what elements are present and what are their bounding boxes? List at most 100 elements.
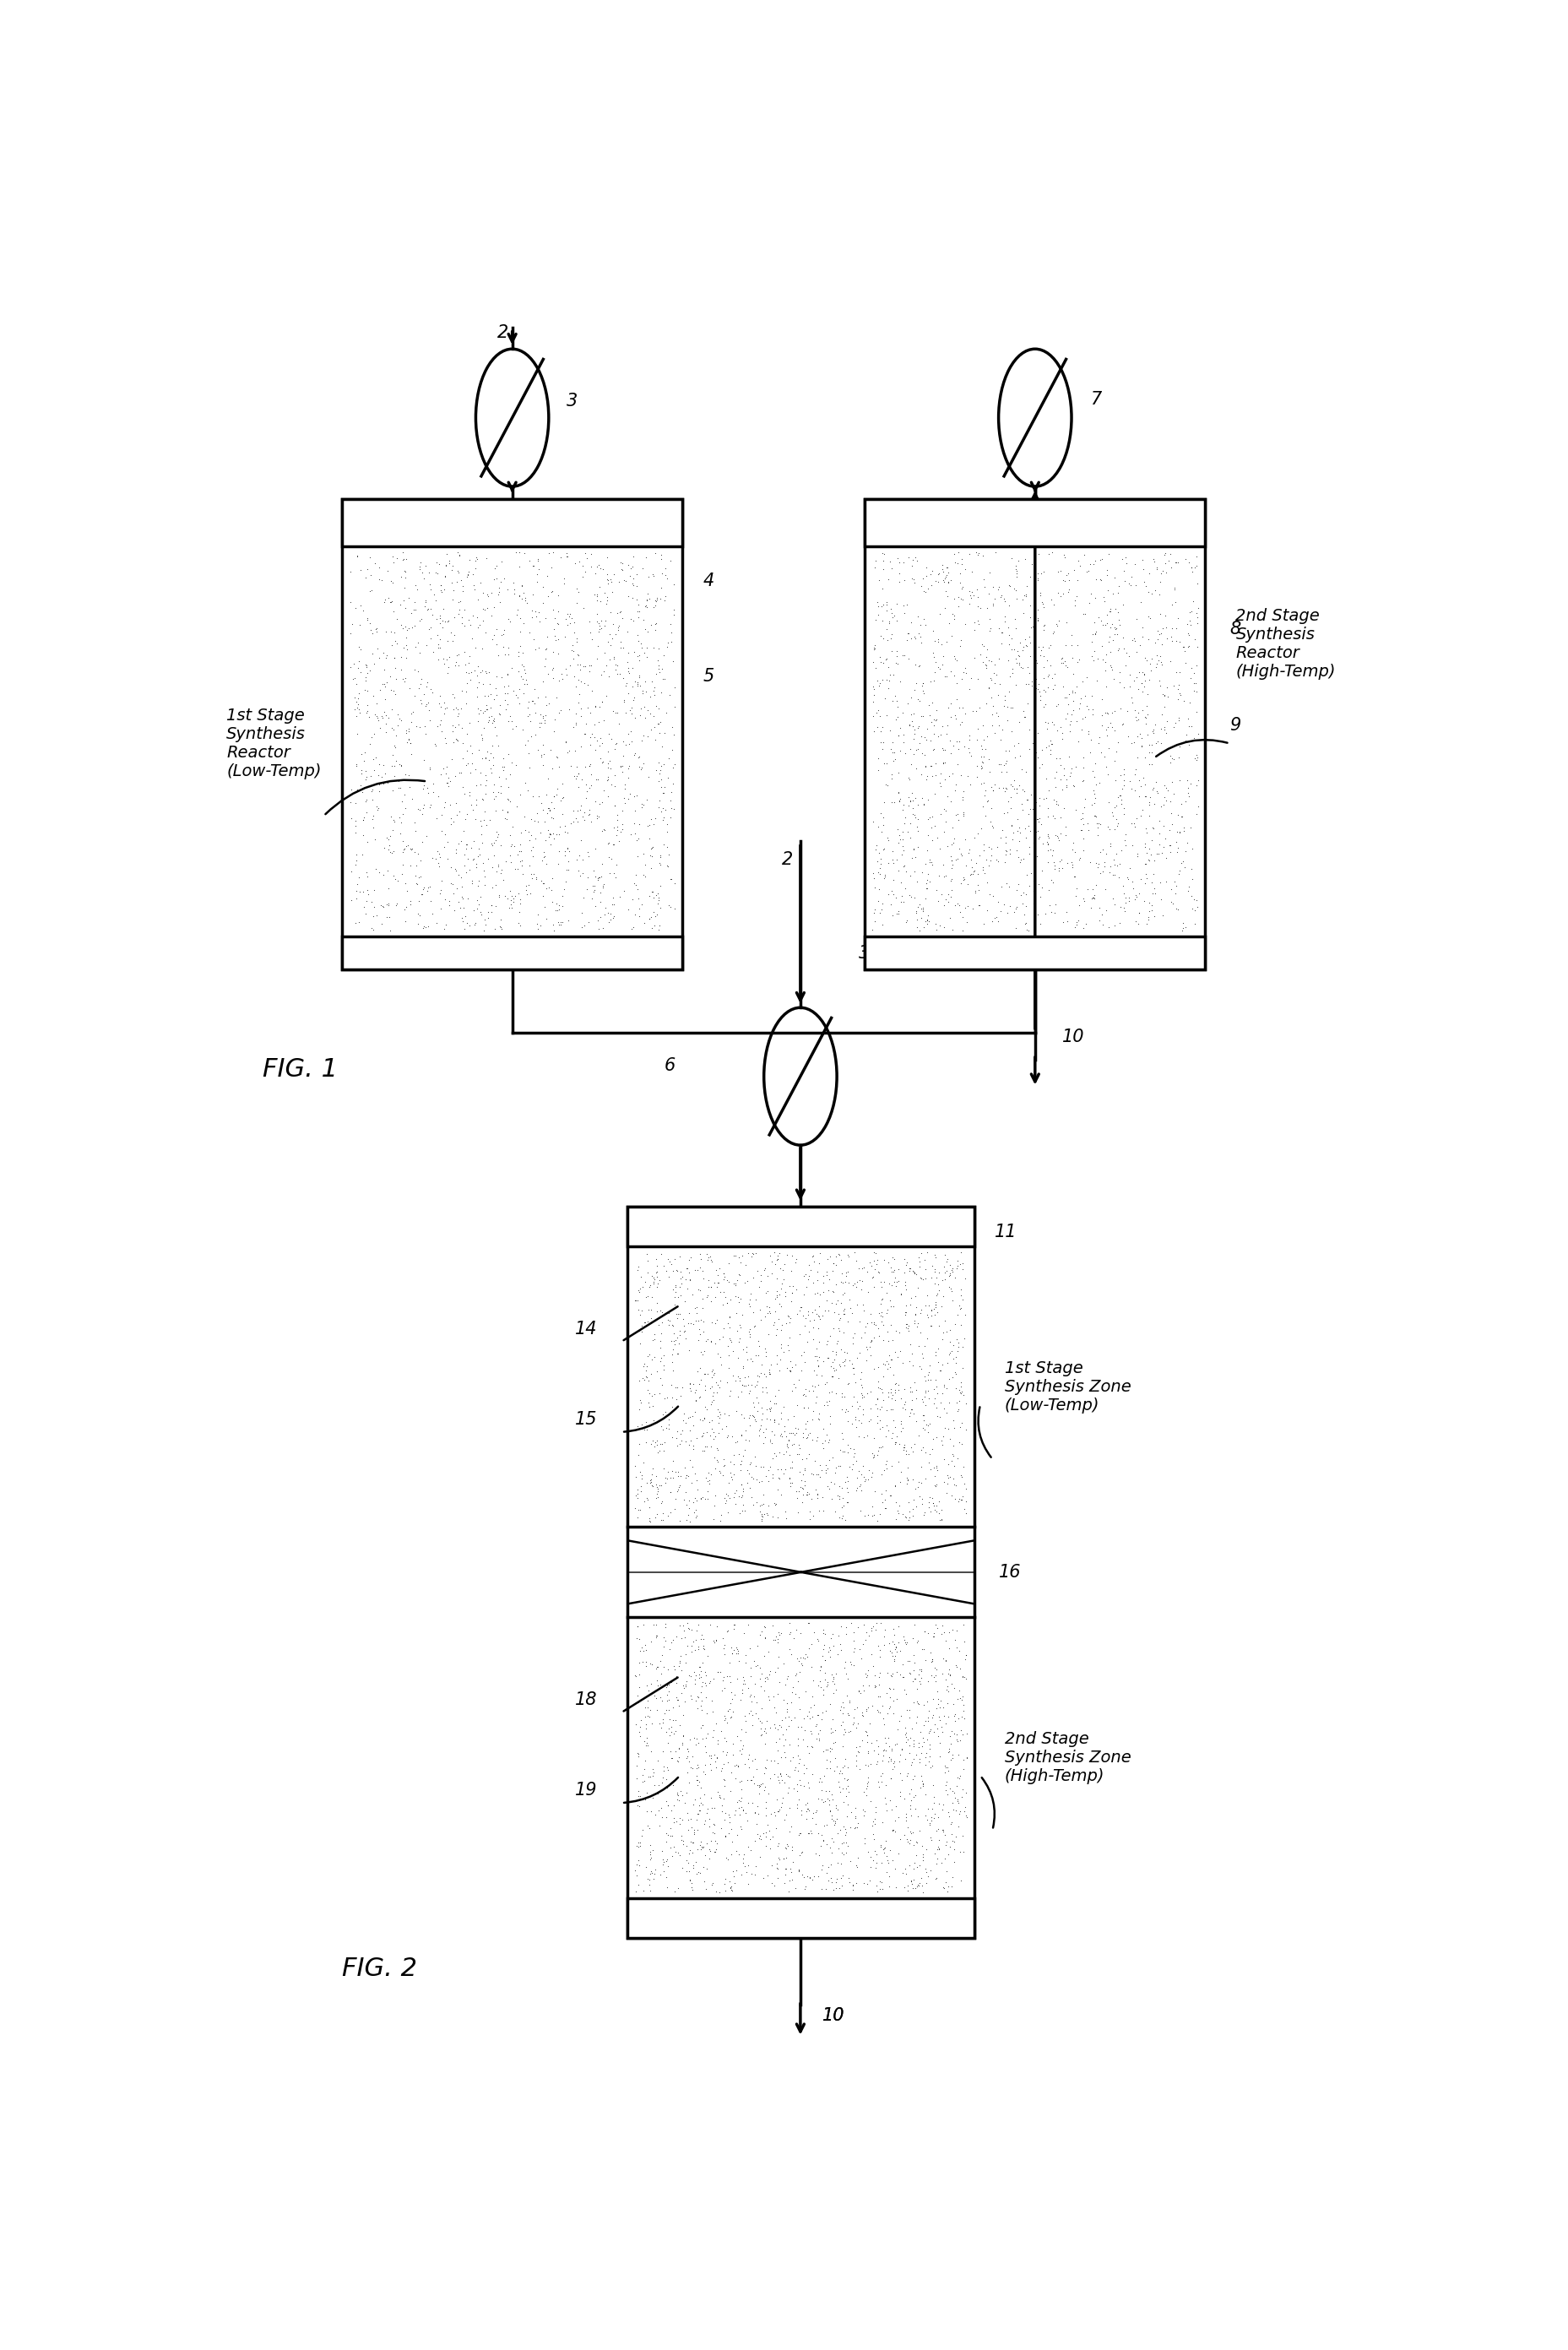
Point: [782, 1748, 808, 1786]
Point: [684, 1499, 709, 1537]
Point: [619, 538, 644, 576]
Point: [684, 1800, 709, 1838]
Point: [635, 808, 660, 846]
Point: [740, 1741, 765, 1779]
Point: [398, 886, 423, 924]
Point: [723, 1629, 748, 1666]
Point: [1135, 745, 1160, 783]
Point: [417, 703, 442, 740]
Point: [612, 778, 637, 815]
Point: [644, 1774, 670, 1812]
Point: [472, 792, 497, 830]
Point: [908, 1650, 933, 1687]
Point: [1110, 761, 1135, 799]
Point: [952, 1321, 977, 1358]
Point: [866, 1253, 891, 1290]
Point: [881, 677, 906, 714]
Point: [657, 888, 682, 926]
Point: [913, 1372, 938, 1410]
Point: [453, 557, 478, 595]
Point: [1163, 813, 1189, 851]
Point: [944, 1647, 969, 1685]
Point: [873, 660, 898, 698]
Point: [718, 1629, 743, 1666]
Point: [495, 768, 521, 806]
Point: [426, 604, 452, 642]
Point: [728, 1720, 753, 1758]
Point: [820, 1332, 845, 1370]
Point: [757, 1382, 782, 1419]
Point: [949, 1457, 974, 1495]
Point: [398, 830, 423, 867]
Point: [842, 1234, 867, 1271]
Point: [775, 1297, 800, 1335]
Point: [1088, 627, 1113, 665]
Point: [633, 1358, 659, 1396]
Point: [1010, 632, 1035, 670]
Point: [651, 1450, 676, 1488]
Point: [408, 548, 433, 585]
Point: [743, 1483, 768, 1520]
Point: [956, 733, 982, 771]
Point: [695, 1638, 720, 1676]
Point: [814, 1452, 839, 1490]
Point: [637, 580, 662, 618]
Point: [1027, 632, 1052, 670]
Point: [348, 588, 373, 625]
Point: [914, 832, 939, 870]
Point: [419, 670, 444, 707]
Point: [859, 1647, 884, 1685]
Point: [1010, 839, 1035, 877]
Point: [663, 1713, 688, 1751]
Point: [646, 743, 671, 780]
Point: [905, 888, 930, 926]
Point: [914, 1297, 939, 1335]
Point: [723, 1264, 748, 1302]
Point: [483, 822, 508, 860]
Point: [666, 1316, 691, 1354]
Point: [759, 1607, 784, 1645]
Point: [869, 1762, 894, 1800]
Point: [933, 1762, 958, 1800]
Point: [927, 651, 952, 689]
Point: [867, 1391, 892, 1429]
Point: [993, 583, 1018, 620]
Point: [750, 1396, 775, 1434]
Point: [947, 705, 972, 743]
Point: [397, 670, 422, 707]
Point: [1167, 728, 1192, 766]
Point: [834, 1335, 859, 1372]
Point: [481, 766, 506, 804]
Point: [467, 766, 492, 804]
Point: [681, 1849, 706, 1887]
Point: [760, 1706, 786, 1744]
Point: [988, 893, 1013, 931]
Point: [895, 1436, 920, 1473]
Point: [1054, 557, 1079, 595]
Point: [1091, 738, 1116, 776]
Point: [1099, 879, 1124, 917]
Point: [928, 1614, 953, 1652]
Point: [740, 1398, 765, 1436]
Point: [1073, 780, 1098, 818]
Point: [627, 806, 652, 844]
Point: [1024, 559, 1049, 597]
Point: [591, 811, 616, 848]
Point: [630, 745, 655, 783]
Point: [1182, 548, 1207, 585]
Point: [953, 1739, 978, 1777]
Point: [455, 745, 480, 783]
Point: [1090, 853, 1115, 891]
Point: [916, 1699, 941, 1737]
Point: [629, 1629, 654, 1666]
Point: [1121, 663, 1146, 700]
Point: [1044, 740, 1069, 778]
Point: [717, 1349, 742, 1386]
Point: [754, 1857, 779, 1894]
Point: [583, 576, 608, 613]
Point: [1087, 888, 1112, 926]
Point: [684, 1854, 709, 1892]
Point: [684, 1288, 709, 1325]
Point: [779, 1415, 804, 1452]
Point: [1066, 839, 1091, 877]
